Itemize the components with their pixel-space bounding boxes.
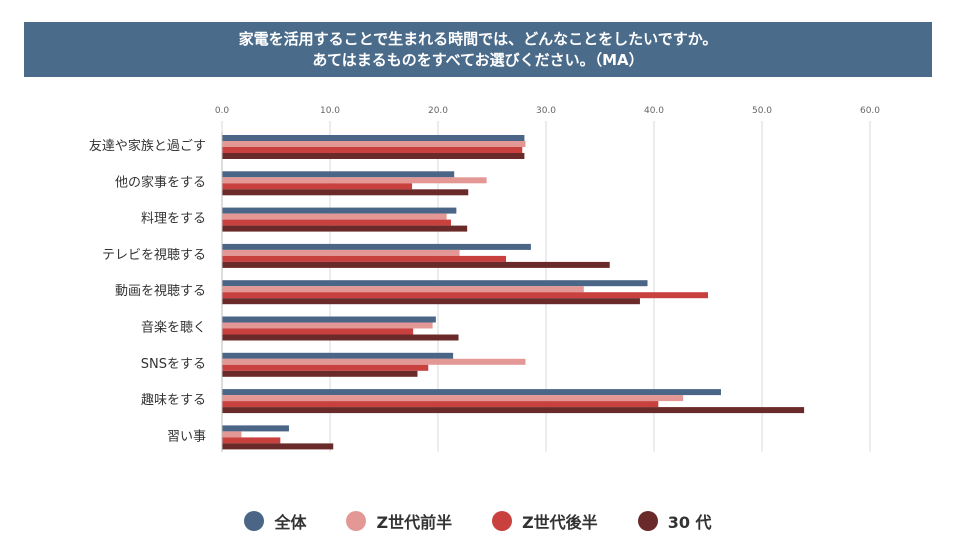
bar [222,153,525,159]
category-label: 友達や家族と過ごす [89,138,206,154]
bar [222,431,242,438]
category-label: 音楽を聴く [141,320,206,336]
bar [222,261,610,268]
x-tick-label: 10.0 [320,106,340,116]
bar-chart: 0.0 10.0 20.0 30.0 40.0 50.0 60.0 友達や家族と過ごす他の家事… [89,106,880,452]
category-label: テレビを視聴する [102,248,206,263]
bar [222,322,433,329]
bar [222,135,525,141]
bar [222,358,526,365]
x-tick-label: 20.0 [428,106,448,116]
bar [222,395,684,402]
bar [222,219,451,226]
bar [222,292,708,299]
bar [222,328,414,335]
bar [222,437,281,444]
bar [222,177,487,184]
bar [222,280,648,287]
bar [222,370,418,377]
category-label: 習い事 [167,429,206,444]
bar [222,147,523,153]
bar [222,207,457,214]
bar [222,401,659,408]
legend-label: Z世代前半 [376,513,453,532]
bar [222,171,455,178]
x-tick-label: 60.0 [860,106,880,116]
chart-title-banner: 家電を活用することで生まれる時間では、どんなことをしたいですか。 あてはまるもの… [24,22,932,77]
legend-swatch [637,511,658,531]
x-tick-label: 40.0 [644,106,664,116]
bar [222,443,334,450]
chart-legend: 全体 Z世代前半 Z世代後半 30 代 [0,505,956,537]
legend-item: 30 代 [637,509,712,533]
legend-label: 30 代 [667,513,712,532]
category-label: 動画を視聴する [115,284,206,299]
chart-title-line-1: 家電を活用することで生まれる時間では、どんなことをしたいですか。 [238,29,718,48]
legend-swatch [346,511,367,531]
x-tick-label: 50.0 [752,106,772,116]
bar [222,364,429,371]
bar [222,255,507,262]
bar [222,407,805,414]
bar [222,189,469,196]
legend-label: 全体 [274,513,307,532]
category-label: 他の家事をする [115,174,206,190]
bar [222,352,454,359]
bar [222,298,640,305]
bar [222,225,468,232]
bar [222,286,584,293]
x-tick-label: 30.0 [536,106,556,116]
category-label: SNSをする [141,357,206,372]
bar [222,425,289,432]
legend-item: 全体 [244,509,306,533]
legend-item: Z世代前半 [346,509,452,533]
bar [222,334,459,341]
bar [222,316,436,323]
chart-title-line-2: あてはまるものをすべてお選びください。（MA） [312,50,644,69]
bar [222,243,531,250]
bar [222,389,721,396]
legend-swatch [244,511,265,531]
category-label: 料理をする [141,212,206,227]
legend-item: Z世代後半 [492,509,598,533]
bar [222,249,460,256]
legend-swatch [492,511,513,531]
bar [222,141,526,147]
category-label: 趣味をする [141,393,206,408]
legend-label: Z世代後半 [522,513,598,532]
bar [222,213,447,220]
bar [222,183,413,190]
x-tick-label: 0.0 [215,106,230,116]
